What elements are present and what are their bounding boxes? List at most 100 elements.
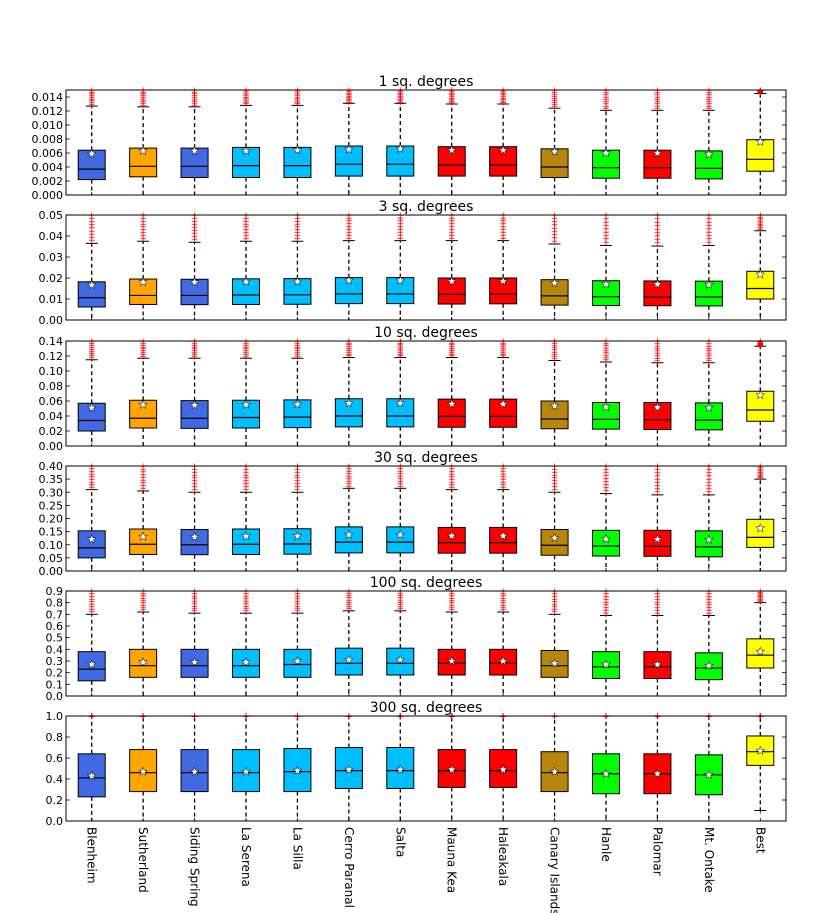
outlier-marker: + xyxy=(602,471,610,481)
x-tick-label: Haleakala xyxy=(496,827,510,886)
outlier-marker: + xyxy=(499,344,507,354)
outlier-marker: + xyxy=(448,712,456,722)
box-hanle: +++++++++ xyxy=(592,86,620,195)
outlier-marker: + xyxy=(705,91,713,101)
outlier-marker: + xyxy=(294,480,302,490)
outlier-marker: + xyxy=(397,712,405,722)
outlier-marker: + xyxy=(88,100,96,110)
outlier-marker: + xyxy=(139,214,147,224)
box-hanle: +++++++++ xyxy=(592,211,620,320)
outlier-marker: + xyxy=(88,712,96,722)
outlier-marker: + xyxy=(757,593,765,603)
mean-marker xyxy=(395,143,406,154)
outlier-marker: + xyxy=(654,235,662,245)
outlier-marker: + xyxy=(705,712,713,722)
outlier-marker: + xyxy=(654,337,662,347)
y-tick-label: 0.4 xyxy=(46,773,64,786)
outlier-marker: + xyxy=(345,712,353,722)
mean-marker xyxy=(498,398,509,409)
outlier-marker: + xyxy=(499,225,507,235)
box-la-serena: +++++++++ xyxy=(232,587,260,696)
mean-marker xyxy=(446,398,457,409)
mean-marker xyxy=(86,534,97,544)
outlier-marker: + xyxy=(139,712,147,722)
box-sutherland: +++++++++ xyxy=(129,462,158,571)
outlier-marker: + xyxy=(397,462,405,472)
mean-marker xyxy=(343,764,354,774)
outlier-marker: + xyxy=(448,348,456,358)
outlier-marker: + xyxy=(191,712,199,722)
outlier-marker: + xyxy=(602,97,610,107)
mean-marker xyxy=(241,145,251,156)
outlier-marker: + xyxy=(705,342,713,352)
outlier-marker: + xyxy=(757,471,765,481)
box-salta: +++++++++ xyxy=(386,86,415,195)
box-canary-islands: +++++++++ xyxy=(540,211,569,320)
outlier-marker: + xyxy=(654,100,662,110)
outlier-marker: + xyxy=(294,602,302,612)
outlier-marker: + xyxy=(397,341,405,351)
outlier-marker: + xyxy=(551,712,559,722)
outlier-marker: + xyxy=(191,341,199,351)
y-tick-label: 0.25 xyxy=(39,499,64,512)
outlier-marker: + xyxy=(139,341,147,351)
outlier-marker: + xyxy=(602,356,610,366)
outlier-marker: + xyxy=(397,225,405,235)
outlier-marker: + xyxy=(499,94,507,104)
outlier-marker: + xyxy=(499,343,507,353)
outlier-marker: + xyxy=(88,352,96,362)
outlier-marker: + xyxy=(345,464,353,474)
outlier-marker: + xyxy=(654,339,662,349)
outlier-marker: + xyxy=(345,98,353,108)
outlier-marker: + xyxy=(654,344,662,354)
box-blenheim: +++++++++ xyxy=(77,462,106,571)
outlier-marker: + xyxy=(294,599,302,609)
outlier-marker: + xyxy=(191,592,199,602)
outlier-marker: + xyxy=(448,462,456,472)
outlier-marker: + xyxy=(397,90,405,100)
outlier-marker: + xyxy=(191,101,199,111)
outlier-marker: + xyxy=(705,231,713,241)
box-mauna-kea: +++++++++ xyxy=(437,712,466,821)
outlier-marker: + xyxy=(654,221,662,231)
outlier-marker: + xyxy=(397,217,405,227)
panel-frame xyxy=(65,465,787,572)
box-best: +++++++++ xyxy=(746,211,775,320)
box-salta: +++++++++ xyxy=(386,712,415,821)
outlier-marker: + xyxy=(551,471,559,481)
outlier-marker: + xyxy=(294,88,302,98)
outlier-marker: + xyxy=(757,587,765,597)
box-la-serena: +++++++++ xyxy=(232,86,260,195)
box-haleakala: +++++++++ xyxy=(489,211,518,320)
outlier-marker: + xyxy=(705,712,713,722)
outlier-marker: + xyxy=(757,225,765,235)
outlier-marker: + xyxy=(705,225,713,235)
box-haleakala: +++++++++ xyxy=(489,587,518,696)
outlier-marker: + xyxy=(602,86,610,96)
y-tick-label: 0.12 xyxy=(39,350,64,363)
box-palomar: +++++++++ xyxy=(643,337,672,446)
outlier-marker: + xyxy=(602,712,610,722)
outlier-marker: + xyxy=(448,606,456,616)
outlier-marker: + xyxy=(294,347,302,357)
outlier-marker: + xyxy=(499,712,507,722)
outlier-marker: + xyxy=(242,480,250,490)
outlier-marker: + xyxy=(345,343,353,353)
outlier-marker: + xyxy=(191,235,199,245)
outlier-marker: + xyxy=(294,471,302,481)
outlier-marker: + xyxy=(654,609,662,619)
outlier-marker: + xyxy=(191,92,199,102)
outlier-marker: + xyxy=(345,605,353,615)
outlier-marker: + xyxy=(397,596,405,606)
outlier-marker: + xyxy=(88,587,96,597)
outlier-marker: + xyxy=(551,221,559,231)
outlier-marker: + xyxy=(499,348,507,358)
outlier-marker: + xyxy=(88,473,96,483)
outlier-marker: + xyxy=(191,214,199,224)
outlier-marker: + xyxy=(551,712,559,722)
mean-marker xyxy=(601,401,611,412)
outlier-marker: + xyxy=(448,712,456,722)
box-palomar: +++++++++ xyxy=(643,211,672,320)
outlier-marker: + xyxy=(345,234,353,244)
y-tick-label: 0.1 xyxy=(46,678,64,691)
